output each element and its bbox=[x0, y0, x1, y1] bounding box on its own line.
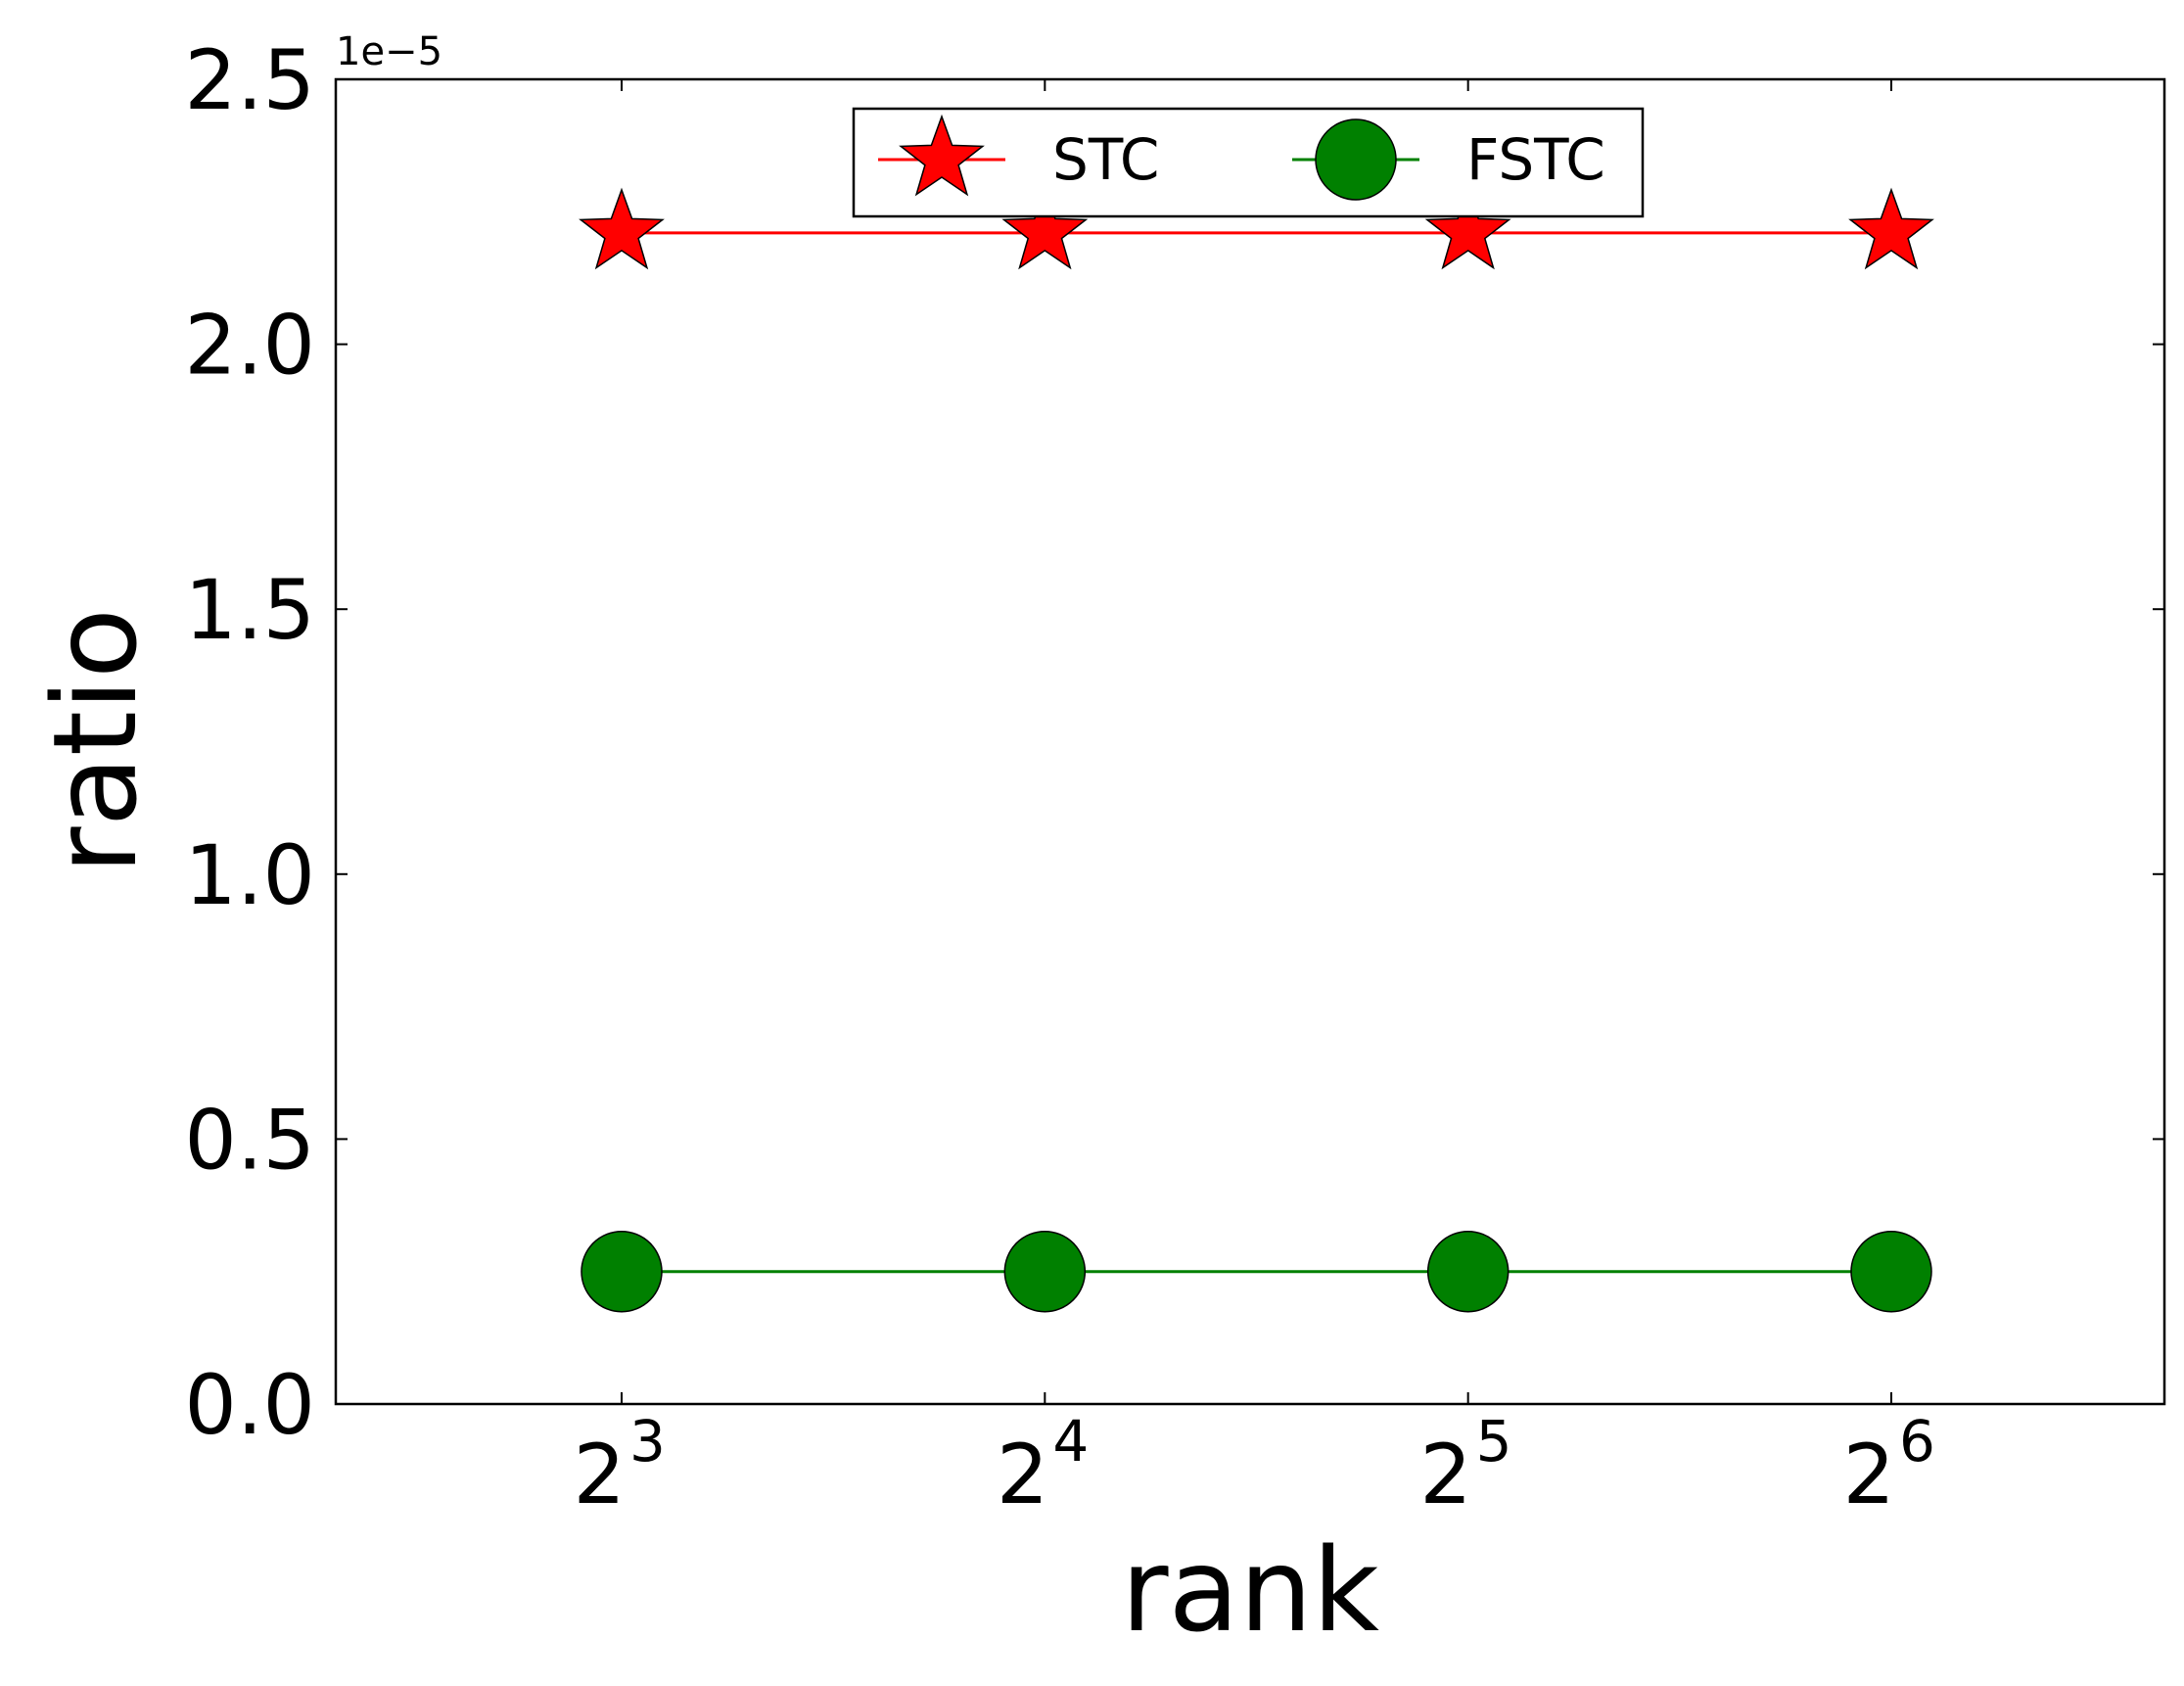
x-tick-label-exponent: 5 bbox=[1476, 1408, 1512, 1475]
legend: STC FSTC bbox=[854, 109, 1643, 216]
y-tick-label: 2.0 bbox=[184, 298, 315, 394]
y-tick-label: 1.0 bbox=[184, 827, 315, 923]
x-tick-label-base: 2 bbox=[574, 1427, 626, 1522]
data-point-fstc-4 bbox=[1851, 1232, 1931, 1312]
x-tick-label-base: 2 bbox=[1419, 1427, 1471, 1522]
y-tick-label: 0.0 bbox=[184, 1357, 315, 1453]
x-tick-label-exponent: 3 bbox=[629, 1408, 666, 1475]
y-tick-label: 2.5 bbox=[184, 32, 315, 128]
y-multiplier-label: 1e−5 bbox=[336, 29, 442, 74]
y-axis-label: ratio bbox=[27, 608, 163, 874]
data-point-fstc-3 bbox=[1428, 1232, 1509, 1312]
legend-label-fstc: FSTC bbox=[1466, 126, 1605, 193]
y-tick-label: 1.5 bbox=[184, 562, 315, 658]
x-tick-label-exponent: 4 bbox=[1052, 1408, 1089, 1475]
legend-label-stc: STC bbox=[1052, 126, 1159, 193]
y-tick-label: 0.5 bbox=[184, 1092, 315, 1188]
x-tick-label-base: 2 bbox=[997, 1427, 1048, 1522]
x-axis-label: rank bbox=[1121, 1522, 1379, 1658]
x-tick-label-base: 2 bbox=[1843, 1427, 1895, 1522]
legend-marker-fstc bbox=[1316, 119, 1396, 200]
data-point-fstc-2 bbox=[1004, 1232, 1085, 1312]
x-tick-label-exponent: 6 bbox=[1899, 1408, 1935, 1475]
data-point-fstc-1 bbox=[581, 1232, 662, 1312]
